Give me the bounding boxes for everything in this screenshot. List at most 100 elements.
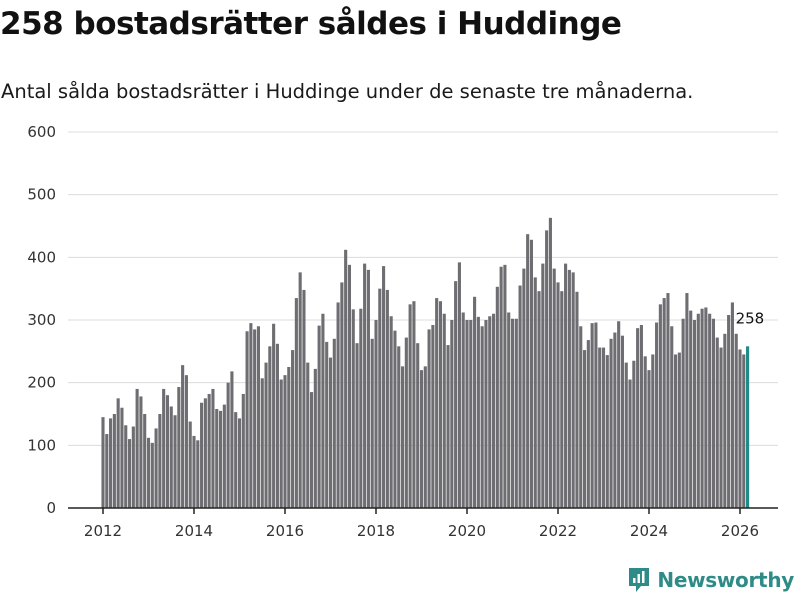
y-tick-label: 0 (46, 499, 56, 517)
bar (700, 308, 704, 508)
bar (704, 307, 708, 508)
bar (643, 356, 647, 508)
bar (586, 340, 590, 508)
bar (355, 343, 359, 508)
bar (658, 304, 662, 508)
bar (135, 388, 139, 508)
bar (143, 414, 147, 508)
bar (275, 343, 279, 508)
x-tick-label: 2020 (448, 522, 486, 540)
bar (491, 313, 496, 508)
bar (416, 343, 420, 508)
bar (526, 234, 530, 508)
bar (226, 382, 230, 508)
bar (495, 286, 499, 508)
bar (556, 282, 560, 508)
bar (480, 326, 484, 508)
bar (158, 414, 162, 508)
bar (370, 338, 374, 508)
bar (499, 266, 503, 508)
bar (624, 362, 628, 508)
bar (503, 264, 507, 508)
bar (222, 404, 226, 508)
bar (537, 291, 541, 508)
bar (412, 301, 416, 508)
bar (325, 341, 329, 508)
bar (442, 313, 446, 508)
bar (446, 345, 450, 508)
bar (609, 338, 613, 508)
y-tick-label: 300 (27, 311, 56, 329)
bar (317, 325, 321, 508)
bar (541, 263, 545, 508)
bar (564, 263, 568, 508)
bar (150, 442, 154, 508)
bar (272, 323, 276, 508)
bar (715, 337, 719, 508)
bar (423, 366, 427, 508)
bar (670, 326, 674, 508)
bar (374, 320, 378, 508)
bar (617, 321, 621, 508)
bar (124, 425, 128, 508)
bar (397, 346, 401, 508)
bar (344, 249, 348, 508)
bar (484, 320, 488, 508)
bar (389, 316, 393, 508)
bar (287, 367, 291, 508)
bar (567, 269, 571, 508)
bar (662, 298, 666, 508)
bar (575, 291, 579, 508)
bar (734, 333, 738, 508)
newsworthy-brand[interactable]: Newsworthy (627, 566, 794, 594)
y-tick-label: 100 (27, 436, 56, 454)
bar (237, 418, 242, 508)
bar (347, 264, 352, 508)
bar (647, 370, 651, 508)
bar (253, 329, 257, 508)
highlight-bar (746, 346, 750, 508)
bar (400, 366, 405, 508)
bar (639, 325, 643, 508)
bar (408, 304, 412, 508)
bar (450, 320, 454, 508)
bar (165, 395, 170, 508)
bar (742, 354, 746, 508)
newsworthy-logo-icon (629, 568, 650, 592)
bar (708, 313, 712, 508)
bar (378, 288, 382, 508)
bar (177, 387, 181, 508)
bar (476, 316, 480, 508)
bar (245, 331, 249, 508)
bar (207, 393, 211, 508)
bar (146, 437, 151, 508)
y-tick-label: 500 (27, 186, 56, 204)
x-tick-label: 2016 (266, 522, 304, 540)
bar (507, 312, 511, 508)
bar (309, 392, 314, 508)
bar (579, 326, 583, 508)
bar (215, 408, 219, 508)
x-tick-label: 2012 (84, 522, 122, 540)
bar (548, 217, 552, 508)
bar (727, 314, 731, 508)
bar (298, 272, 302, 508)
bar (560, 291, 564, 508)
x-tick-label: 2024 (630, 522, 668, 540)
x-tick-label: 2022 (539, 522, 577, 540)
bars (101, 217, 750, 509)
bar (131, 426, 135, 508)
bar (162, 388, 166, 508)
bar (598, 347, 602, 508)
x-tick-label: 2014 (175, 522, 213, 540)
bar (313, 368, 317, 508)
bar (696, 313, 700, 508)
bar (105, 434, 109, 508)
bar (264, 362, 268, 508)
bar (620, 335, 625, 508)
bar (689, 310, 693, 508)
bar (230, 371, 234, 508)
bar (469, 320, 473, 508)
bar (340, 282, 344, 508)
